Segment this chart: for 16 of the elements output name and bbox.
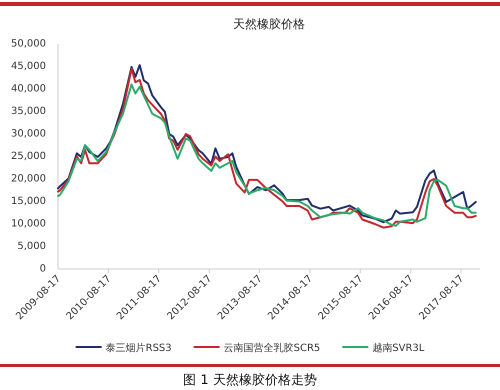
- y-tick-label: 40,000: [11, 84, 46, 94]
- y-tick-label: 0: [40, 264, 46, 274]
- y-tick-label: 30,000: [11, 128, 46, 140]
- y-tick-label: 20,000: [11, 174, 46, 184]
- y-tick-label: 45,000: [11, 61, 46, 72]
- y-tick-label: 25,000: [11, 151, 46, 162]
- caption: 图 1 天然橡胶价格走势: [183, 373, 317, 388]
- y-tick-label: 5,000: [17, 241, 46, 252]
- y-tick-label: 10,000: [11, 218, 46, 230]
- chart-title: 天然橡胶价格: [233, 17, 305, 31]
- legend-label: 越南SVR3L: [372, 342, 425, 354]
- y-tick-label: 15,000: [11, 196, 46, 207]
- y-tick-label: 50,000: [11, 38, 46, 50]
- y-tick-label: 35,000: [11, 106, 46, 117]
- legend-label: 泰三烟片RSS3: [106, 342, 172, 354]
- legend-label: 云南国营全乳胶SCR5: [224, 342, 320, 354]
